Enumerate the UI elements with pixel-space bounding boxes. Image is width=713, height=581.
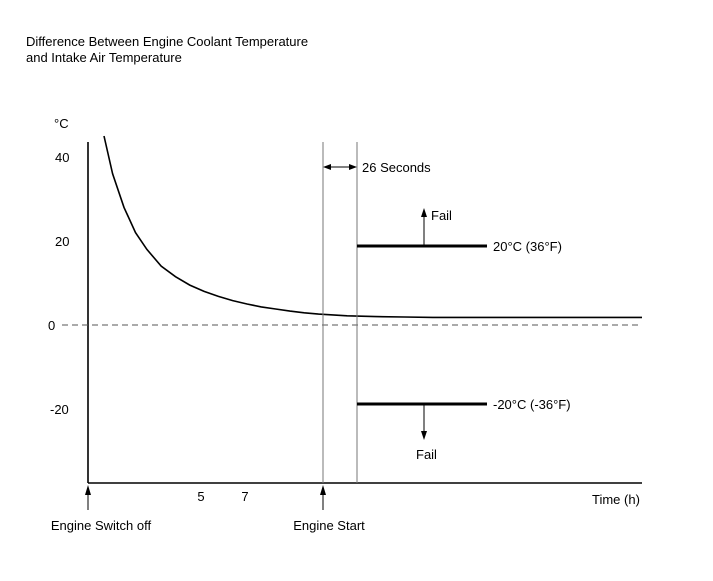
y-tick-label: 0 — [48, 318, 55, 333]
fail-label: Fail — [431, 208, 452, 223]
threshold-label: 20°C (36°F) — [493, 239, 562, 254]
arrow-right-icon — [349, 164, 357, 170]
event-label: Engine Switch off — [51, 518, 152, 533]
chart-title-line-1: Difference Between Engine Coolant Temper… — [26, 34, 308, 49]
interval-label: 26 Seconds — [362, 160, 431, 175]
arrow-down-icon — [421, 431, 427, 440]
event-arrow-icon — [85, 485, 91, 495]
x-tick-label: 5 — [197, 489, 204, 504]
event-arrow-icon — [320, 485, 326, 495]
arrow-left-icon — [323, 164, 331, 170]
temperature-difference-curve — [103, 135, 642, 319]
event-label: Engine Start — [293, 518, 365, 533]
fail-label: Fail — [416, 447, 437, 462]
y-tick-label: 40 — [55, 150, 69, 165]
y-tick-label: -20 — [50, 402, 69, 417]
arrow-up-icon — [421, 208, 427, 217]
chart-title-line-2: and Intake Air Temperature — [26, 50, 182, 65]
y-axis-label: °C — [54, 116, 69, 131]
x-axis-label: Time (h) — [592, 492, 640, 507]
x-tick-label: 7 — [241, 489, 248, 504]
threshold-label: -20°C (-36°F) — [493, 397, 571, 412]
y-tick-label: 20 — [55, 234, 69, 249]
